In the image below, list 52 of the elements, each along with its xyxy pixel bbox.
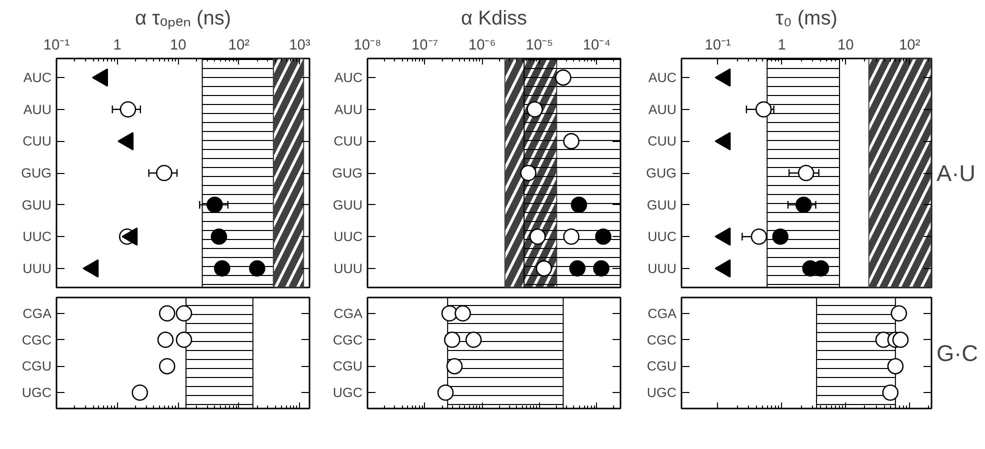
y-tick-label: GUG [332,166,362,180]
x-tick-label: 10 [170,38,186,54]
y-tick-label: AUC [648,70,677,86]
text: A·U [936,160,976,186]
y-tick-label: UGC [332,385,363,400]
y-tick-label: UUU [648,260,677,276]
y-tick-label: GUU [332,197,363,212]
x-tick-label: 10 [838,38,854,54]
y-tick-label: UGC [22,385,52,400]
y-tick-label: GUU [22,197,52,212]
y-tick-label: CGU [22,358,52,374]
y-tick-label: CGU [332,358,363,374]
chart-title: α τₒₚₑₙ (ns) [135,8,231,30]
y-tick-label: CGC [646,332,677,348]
x-tick-label: 10⁻⁸ [354,38,382,54]
y-tick-label: CGC [22,332,52,348]
y-tick-label: GUG [646,166,676,180]
y-tick-label: GUU [646,197,677,212]
x-tick-label: 10⁻¹ [43,38,70,54]
x-tick-label: 10⁻⁶ [468,38,496,54]
x-tick-label: 10⁻¹ [704,38,732,54]
y-tick-label: UUC [334,229,363,244]
y-tick-label: CGC [332,332,363,348]
x-tick-label: 10⁻⁷ [412,38,438,54]
y-tick-label: CGA [22,306,52,321]
chart-title: τ₀ (ms) [776,8,838,30]
x-tick-label: 1 [778,38,786,54]
y-tick-label: CUU [334,134,363,149]
y-tick-label: CUU [22,134,52,149]
x-tick-label: 10⁻⁵ [526,38,554,54]
y-tick-label: UUU [22,260,52,276]
x-tick-label: 10⁻⁴ [582,38,611,54]
y-tick-label: UUC [648,229,677,244]
y-tick-label: AUC [334,70,363,86]
y-tick-label: CGA [334,306,363,321]
x-tick-label: 10² [228,38,250,54]
y-tick-label: GUG [21,166,52,180]
y-tick-label: CGU [646,358,677,374]
y-tick-label: UUC [22,229,52,244]
y-tick-label: AUU [334,102,362,117]
y-tick-label: UUU [334,260,363,276]
text: G·C [936,340,978,366]
y-tick-label: UGC [646,385,677,400]
x-tick-label: 10³ [289,38,310,54]
y-tick-label: AUU [23,102,52,117]
y-tick-label: AUC [23,70,52,86]
y-tick-label: CUU [648,134,677,149]
x-tick-label: 1 [113,38,122,54]
chart-title: α Kdiss [460,8,528,30]
y-tick-label: CGA [648,306,677,321]
y-tick-label: AUU [648,102,676,117]
x-tick-label: 10² [899,38,920,54]
